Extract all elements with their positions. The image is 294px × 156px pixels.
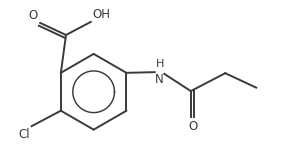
Text: O: O (28, 9, 37, 22)
Text: Cl: Cl (18, 128, 29, 141)
Text: H: H (156, 59, 164, 69)
Text: N: N (155, 73, 164, 86)
Text: O: O (188, 120, 197, 133)
Text: OH: OH (92, 8, 110, 21)
